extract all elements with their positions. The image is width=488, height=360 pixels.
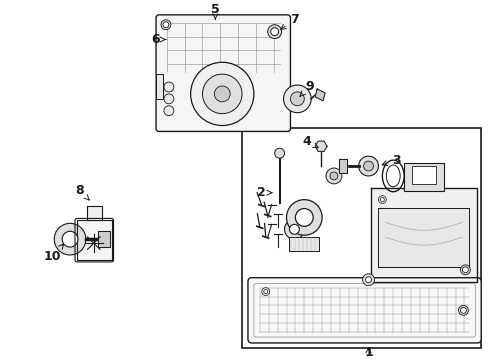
Text: 5: 5 bbox=[210, 3, 219, 19]
Text: 7: 7 bbox=[280, 13, 298, 30]
Circle shape bbox=[261, 288, 269, 296]
FancyBboxPatch shape bbox=[156, 15, 290, 131]
Polygon shape bbox=[98, 231, 109, 247]
Bar bbox=[242, 129, 480, 348]
Circle shape bbox=[214, 86, 230, 102]
Circle shape bbox=[460, 265, 469, 275]
Circle shape bbox=[380, 198, 384, 202]
Circle shape bbox=[202, 74, 242, 114]
Circle shape bbox=[290, 92, 304, 106]
Circle shape bbox=[283, 85, 310, 113]
Text: 9: 9 bbox=[299, 81, 313, 96]
Circle shape bbox=[270, 28, 278, 36]
Circle shape bbox=[161, 20, 170, 30]
Text: 8: 8 bbox=[76, 184, 89, 200]
Circle shape bbox=[163, 94, 173, 104]
Polygon shape bbox=[87, 206, 102, 220]
Circle shape bbox=[289, 224, 299, 234]
Polygon shape bbox=[378, 208, 468, 267]
Text: 1: 1 bbox=[364, 346, 372, 359]
Circle shape bbox=[325, 168, 341, 184]
Polygon shape bbox=[156, 74, 163, 99]
Circle shape bbox=[458, 305, 468, 315]
Polygon shape bbox=[77, 220, 111, 260]
Circle shape bbox=[163, 22, 168, 28]
Circle shape bbox=[163, 82, 173, 92]
Text: 3: 3 bbox=[381, 154, 400, 167]
Circle shape bbox=[462, 267, 468, 273]
Text: 6: 6 bbox=[151, 33, 165, 46]
Text: 10: 10 bbox=[43, 244, 63, 264]
Circle shape bbox=[460, 307, 466, 313]
Polygon shape bbox=[338, 159, 346, 173]
Polygon shape bbox=[370, 188, 476, 282]
Circle shape bbox=[329, 172, 337, 180]
Circle shape bbox=[362, 274, 374, 285]
Bar bbox=[289, 237, 319, 251]
Circle shape bbox=[286, 200, 322, 235]
Polygon shape bbox=[315, 141, 326, 152]
Circle shape bbox=[365, 277, 371, 283]
Circle shape bbox=[62, 231, 78, 247]
Circle shape bbox=[358, 156, 378, 176]
Circle shape bbox=[190, 62, 253, 126]
Circle shape bbox=[163, 106, 173, 116]
Text: 2: 2 bbox=[257, 186, 271, 199]
Circle shape bbox=[378, 196, 386, 204]
FancyBboxPatch shape bbox=[247, 278, 480, 343]
Polygon shape bbox=[315, 89, 325, 101]
Circle shape bbox=[284, 219, 304, 239]
Circle shape bbox=[54, 223, 86, 255]
Circle shape bbox=[363, 161, 373, 171]
Circle shape bbox=[295, 208, 312, 226]
Circle shape bbox=[274, 148, 284, 158]
Bar bbox=[411, 166, 435, 184]
Text: 4: 4 bbox=[302, 135, 318, 148]
Circle shape bbox=[267, 25, 281, 39]
Circle shape bbox=[263, 289, 267, 293]
Bar bbox=[403, 163, 443, 191]
